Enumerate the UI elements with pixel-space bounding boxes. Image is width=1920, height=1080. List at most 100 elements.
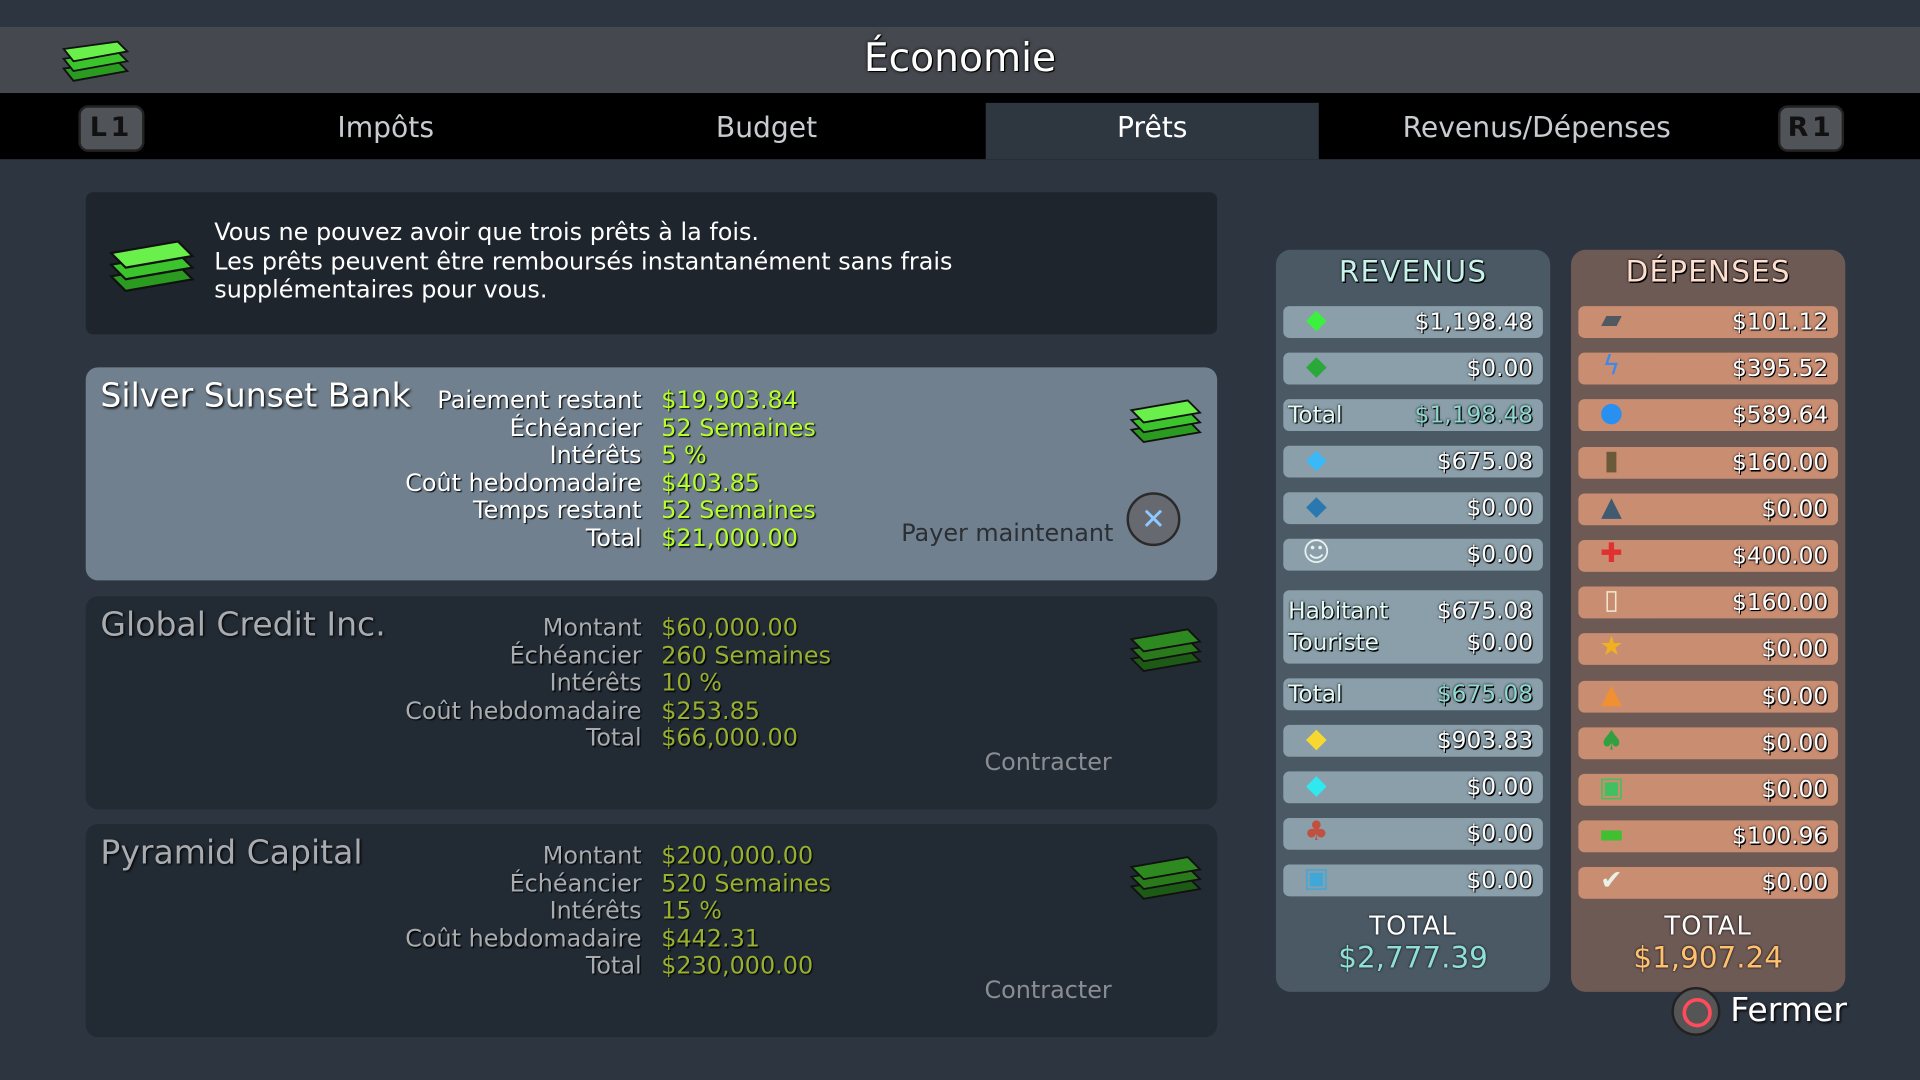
loan-field-label: Total <box>585 723 642 752</box>
specialized-industry-icon: ♣ <box>1304 816 1329 848</box>
row-value: $160.00 <box>1731 448 1829 476</box>
row-label: Total <box>1288 680 1343 708</box>
parks-icon: ♠ <box>1599 725 1624 757</box>
row-value: $100.96 <box>1731 823 1829 851</box>
r1-button[interactable]: R1 <box>1777 105 1845 152</box>
total-value: $1,907.24 <box>1633 940 1783 975</box>
budget-row: ▣ $0.00 <box>1578 773 1838 806</box>
tab-bar <box>0 93 1920 160</box>
loan-field-value: $66,000.00 <box>661 723 798 752</box>
leisure-tourism-icon: ☺ <box>1302 537 1331 569</box>
row-value: $1,198.48 <box>1414 308 1534 336</box>
split-value: $0.00 <box>1466 629 1534 657</box>
transport-icon: ▣ <box>1598 772 1625 804</box>
loan-card: Silver Sunset Bank Paiement restant $19,90… <box>85 367 1218 581</box>
revenus-title: REVENUS <box>1338 254 1488 289</box>
row-value: $400.00 <box>1731 542 1829 570</box>
loan-field-value: $60,000.00 <box>661 613 798 642</box>
bank-name: Silver Sunset Bank <box>100 377 411 416</box>
budget-row: ◆ $903.83 <box>1283 724 1543 757</box>
page-title: Économie <box>863 34 1057 81</box>
row-value: $675.08 <box>1436 448 1534 476</box>
info-line: supplémentaires pour vous. <box>214 275 548 304</box>
total-value: $2,777.39 <box>1338 940 1488 975</box>
budget-row: ▬ $100.96 <box>1578 819 1838 853</box>
bank-name: Pyramid Capital <box>100 833 363 872</box>
residential-high-icon: ◆ <box>1305 351 1327 383</box>
row-value: $0.00 <box>1466 494 1534 522</box>
budget-row: ▰ $101.12 <box>1578 305 1838 338</box>
public-transport-icon: ▣ <box>1303 863 1330 894</box>
row-value: $0.00 <box>1761 729 1829 757</box>
police-icon: ★ <box>1599 632 1624 663</box>
tab-revenus-depenses[interactable]: Revenus/Dépenses <box>1402 112 1671 145</box>
loan-field-label: Total <box>585 951 642 980</box>
info-line: Vous ne pouvez avoir que trois prêts à l… <box>214 217 759 247</box>
cash-stack-icon <box>61 40 130 82</box>
budget-row: ● $589.64 <box>1578 398 1838 432</box>
loan-field-value: 52 Semaines <box>661 495 816 525</box>
cash-stack-icon <box>1129 399 1202 444</box>
tab-impots[interactable]: Impôts <box>337 112 435 145</box>
loan-field-label: Intérêts <box>549 668 642 697</box>
info-box <box>85 192 1218 335</box>
loan-field-label: Échéancier <box>509 641 642 670</box>
budget-row: ▣ $0.00 <box>1283 863 1543 897</box>
pay-now-button[interactable]: Payer maintenant <box>901 519 1114 548</box>
loan-field-label: Échéancier <box>509 868 642 897</box>
split-label: Touriste <box>1288 629 1380 657</box>
budget-row: ♣ $0.00 <box>1283 817 1543 850</box>
loans-icon: ▬ <box>1598 819 1625 851</box>
split-value: $675.08 <box>1436 597 1534 625</box>
l1-button[interactable]: L1 <box>78 105 145 152</box>
row-value: $0.00 <box>1761 495 1829 523</box>
education-icon: ▯ <box>1604 585 1619 617</box>
info-text: Vous ne pouvez avoir que trois prêts à l… <box>214 218 952 304</box>
loan-field-value: 15 % <box>661 896 722 925</box>
office-icon: ◆ <box>1305 770 1327 801</box>
title-bar <box>0 26 1920 94</box>
budget-row: ◆ $675.08 <box>1283 444 1543 478</box>
loan-card: Global Credit Inc. Montant $60,000.00 Échéa… <box>85 596 1218 810</box>
water-icon: ● <box>1599 398 1624 430</box>
row-value: $903.83 <box>1436 727 1534 755</box>
budget-row: ◆ $0.00 <box>1283 351 1543 385</box>
row-value: $0.00 <box>1466 773 1534 801</box>
tab-prets[interactable]: Prêts <box>985 102 1319 160</box>
fire-icon: ▲ <box>1601 679 1622 710</box>
bank-name: Global Credit Inc. <box>100 606 386 645</box>
close-label: Fermer <box>1730 991 1847 1030</box>
row-value: $0.00 <box>1761 869 1829 897</box>
loan-field-value: $442.31 <box>661 923 760 953</box>
electricity-icon: ϟ <box>1602 351 1621 383</box>
row-value: $589.64 <box>1731 402 1829 430</box>
loan-field-value: $200,000.00 <box>661 841 814 870</box>
loan-field-value: 52 Semaines <box>661 413 816 442</box>
cash-stack-icon <box>108 240 195 293</box>
close-icon[interactable]: ✕ <box>1126 492 1181 547</box>
revenus-panel: REVENUS ◆ $1,198.48 ◆ $0.00 Total $1,198.48 ◆ $… <box>1275 249 1551 992</box>
tab-budget[interactable]: Budget <box>715 112 818 145</box>
policies-icon: ✔ <box>1600 866 1623 897</box>
depenses-total: TOTAL $1,907.24 <box>1571 911 1845 975</box>
loan-field-label: Coût hebdomadaire <box>405 468 642 497</box>
residential-low-icon: ◆ <box>1305 304 1327 336</box>
budget-row: ◆ $0.00 <box>1283 491 1543 525</box>
budget-row: ϟ $395.52 <box>1578 352 1838 385</box>
commercial-split: Habitant $675.08 Touriste $0.00 <box>1283 590 1543 664</box>
loan-field-label: Coût hebdomadaire <box>405 696 642 725</box>
budget-row: ✚ $400.00 <box>1578 539 1838 572</box>
loan-field-label: Paiement restant <box>437 385 642 414</box>
loan-field-value: $19,903.84 <box>661 385 798 414</box>
contract-loan-button[interactable]: Contracter <box>984 748 1112 777</box>
loan-field-value: 260 Semaines <box>661 641 832 670</box>
loan-field-label: Intérêts <box>549 896 642 925</box>
row-value: $0.00 <box>1466 820 1534 848</box>
split-label: Habitant <box>1288 597 1389 625</box>
commercial-high-icon: ◆ <box>1305 491 1327 522</box>
industrial-icon: ◆ <box>1305 723 1327 755</box>
loan-field-value: $253.85 <box>661 696 760 725</box>
contract-loan-button[interactable]: Contracter <box>984 975 1112 1005</box>
depenses-panel: DÉPENSES ▰ $101.12 ϟ $395.52 ● $589.64 ▮ $160.0… <box>1571 249 1846 992</box>
row-value: $160.00 <box>1731 589 1829 617</box>
